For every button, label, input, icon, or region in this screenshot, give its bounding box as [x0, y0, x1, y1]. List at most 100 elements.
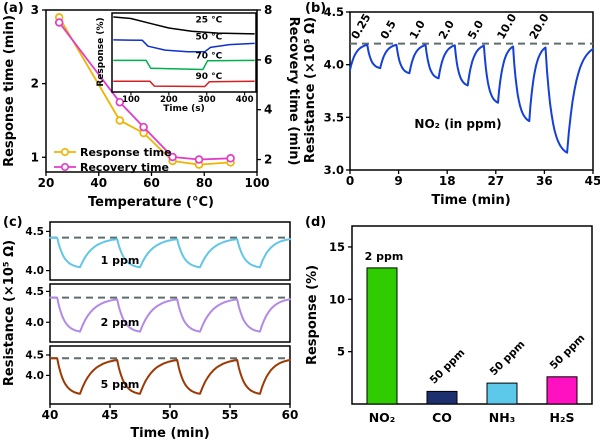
panel-label-a: (a) — [3, 1, 24, 16]
a-inset-series-label: 90 °C — [196, 72, 223, 82]
b-x-tick-label: 9 — [394, 174, 402, 188]
b-y-tick-label: 4.5 — [324, 5, 344, 19]
b-concentration-label: 10.0 — [494, 11, 519, 41]
a-legend-marker — [60, 163, 69, 172]
c-x-tick-label: 50 — [162, 408, 179, 422]
c-concentration-label: 1 ppm — [101, 254, 140, 267]
b-y-tick-label: 4.0 — [324, 58, 344, 72]
b-gas-annotation: NO₂ (in ppm) — [414, 117, 501, 131]
c-x-axis-label: Time (min) — [130, 426, 209, 441]
a-x-tick-label: 80 — [196, 176, 213, 190]
a-series-line — [58, 21, 232, 161]
b-concentration-label: 0.5 — [378, 18, 399, 41]
a-x-axis-label: Temperature (°C) — [88, 195, 214, 210]
a-inset-x-tick-label: 400 — [236, 95, 254, 105]
b-y-tick-label: 3.5 — [324, 110, 344, 124]
c-concentration-label: 2 ppm — [101, 316, 140, 329]
a-y-right-tick-label: 8 — [264, 3, 272, 17]
a-y-right-tick-label: 2 — [264, 153, 272, 167]
b-y-tick-label: 3.0 — [324, 163, 344, 177]
a-inset-series-label: 25 °C — [196, 15, 223, 25]
a-inset-x-tick-label: 300 — [198, 95, 216, 105]
a-inset-series-line — [113, 59, 255, 71]
a-y-left-tick-label: 3 — [31, 3, 39, 17]
panel-label-b: (b) — [305, 1, 327, 16]
a-data-point — [115, 97, 125, 107]
a-x-tick-label: 20 — [38, 176, 55, 190]
c-x-tick-label: 55 — [222, 408, 239, 422]
a-inset-x-tick-label: 100 — [122, 95, 140, 105]
c-x-tick-label: 40 — [42, 408, 59, 422]
c-resistance-curve — [49, 296, 291, 333]
panel-c-chart: 4.0 4.5 1 ppm 4.0 4.5 2 ppm 4.0 4.5 5 ppm 40 45 50 5… — [2, 221, 298, 441]
c-y-tick-label: 4.0 — [25, 265, 44, 277]
c-x-tick-label: 45 — [102, 408, 119, 422]
b-y-axis-label: Resistance (×10⁵ Ω) — [303, 17, 318, 163]
d-bar-annotation: 2 ppm — [365, 250, 404, 263]
c-concentration-label: 5 ppm — [101, 378, 140, 391]
a-data-point — [139, 122, 148, 132]
b-concentration-label: 0.25 — [349, 11, 374, 41]
a-series-line — [58, 16, 232, 166]
d-y-tick-label: 15 — [329, 240, 345, 254]
a-inset-series-line — [113, 80, 255, 88]
b-concentration-label: 1.0 — [407, 18, 428, 42]
b-concentration-label: 2.0 — [436, 18, 457, 42]
a-inset-series-label: 50 °C — [196, 33, 223, 43]
panel-a-chart: 20 40 60 80 100 1 2 3 2 4 6 8 Response time Recovery … — [2, 3, 301, 210]
b-x-tick-label: 0 — [346, 174, 354, 188]
a-data-point — [194, 155, 204, 164]
b-x-tick-label: 45 — [585, 174, 600, 188]
a-legend-label: Response time — [80, 146, 172, 159]
c-y-tick-label: 4.5 — [25, 286, 44, 298]
d-bar — [546, 376, 578, 405]
a-inset-y-axis-label: Response (%) — [96, 17, 106, 86]
c-resistance-curve — [49, 357, 291, 395]
a-data-point — [168, 152, 177, 162]
c-resistance-curve — [49, 236, 291, 269]
panel-a-plot-area: 20 40 60 80 100 1 2 3 2 4 6 8 Response time Recovery … — [31, 3, 273, 190]
a-inset-series-label: 70 °C — [196, 51, 223, 61]
b-resistance-curve — [349, 43, 594, 154]
a-data-point — [115, 116, 125, 125]
a-legend-marker — [60, 148, 69, 157]
d-y-tick-label: 10 — [329, 292, 345, 306]
a-data-point — [226, 154, 235, 163]
d-category-label: CO — [432, 410, 452, 425]
a-legend-label: Recovery time — [80, 161, 169, 174]
panel-label-c: (c) — [3, 215, 23, 230]
c-y-axis-label: Resistance (×10⁵ Ω) — [2, 240, 17, 386]
a-inset-x-axis-label: Time (s) — [163, 104, 204, 114]
a-y-axis-right-label: Recovery time (min) — [286, 17, 301, 166]
c-y-tick-label: 4.0 — [25, 317, 44, 329]
panel-b-plot-area: 0 9 18 27 36 45 3.0 3.5 4.0 4.5 0.25 0.5 1.0 2.0 5.0 10… — [324, 5, 600, 188]
b-concentration-label: 20.0 — [527, 11, 552, 41]
b-x-tick-label: 18 — [439, 174, 456, 188]
c-y-tick-label: 4.0 — [25, 370, 44, 382]
d-bar-annotation: 50 ppm — [428, 347, 468, 387]
a-data-point — [54, 18, 64, 27]
d-category-label: NH₃ — [489, 410, 515, 425]
d-y-tick-label: 5 — [337, 345, 345, 359]
d-bar — [366, 267, 398, 405]
b-x-axis-label: Time (min) — [431, 193, 510, 208]
c-y-tick-label: 4.5 — [25, 226, 44, 238]
d-category-label: NO₂ — [369, 410, 396, 425]
a-y-left-tick-label: 2 — [31, 77, 39, 91]
a-y-right-tick-label: 4 — [264, 103, 272, 117]
a-inset-x-tick-label: 200 — [160, 95, 178, 105]
a-inset-series-line — [113, 16, 255, 35]
panel-c-plot-area: 4.0 4.5 1 ppm 4.0 4.5 2 ppm 4.0 4.5 5 ppm 40 45 50 5… — [25, 221, 298, 422]
panel-d-plot-area: 5 10 15 NO₂ 2 ppm CO 50 ppm NH₃ 50 ppm H₂S 50 ppm — [329, 225, 593, 425]
d-bar-annotation: 50 ppm — [488, 338, 528, 378]
d-bar — [426, 390, 458, 405]
d-bar — [486, 382, 518, 405]
c-subpanel-frame — [49, 221, 291, 281]
panel-b-chart: 0 9 18 27 36 45 3.0 3.5 4.0 4.5 0.25 0.5 1.0 2.0 5.0 10… — [303, 5, 600, 208]
a-y-left-tick-label: 1 — [31, 150, 39, 164]
a-y-axis-left-label: Response time (min) — [2, 15, 17, 167]
a-x-tick-label: 40 — [90, 176, 107, 190]
a-x-tick-label: 100 — [244, 176, 269, 190]
